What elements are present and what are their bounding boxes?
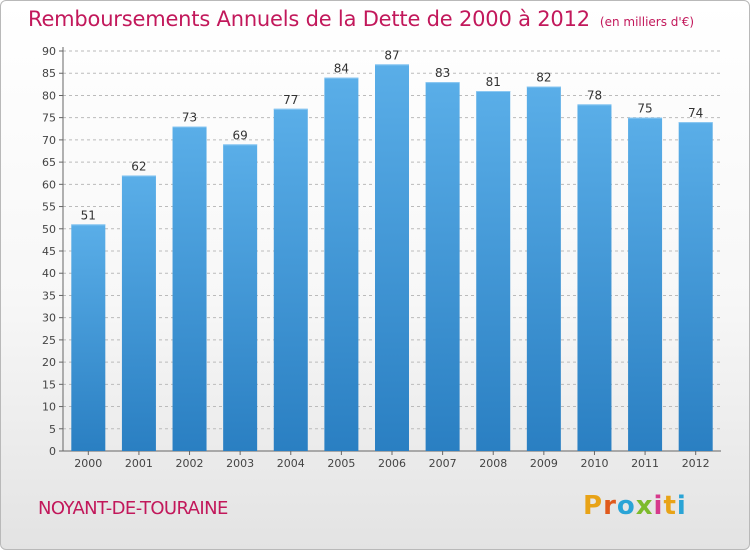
- logo-letter: o: [616, 491, 636, 521]
- logo-letter: r: [603, 491, 617, 521]
- logo-letter: i: [676, 491, 687, 521]
- x-tick-label: 2008: [479, 457, 507, 470]
- y-tick-label: 25: [42, 334, 56, 347]
- y-tick-label: 80: [42, 89, 56, 102]
- x-tick-label: 2010: [580, 457, 608, 470]
- y-tick-label: 55: [42, 201, 56, 214]
- y-tick-label: 85: [42, 67, 56, 80]
- bar-value-label: 81: [486, 75, 501, 89]
- x-tick-label: 2012: [682, 457, 710, 470]
- bar-value-label: 83: [435, 66, 450, 80]
- chart-subtitle: (en milliers d'€): [599, 15, 695, 29]
- bar-2010: [577, 104, 612, 451]
- y-tick-label: 70: [42, 134, 56, 147]
- y-tick-label: 40: [42, 267, 56, 280]
- y-tick-label: 60: [42, 178, 56, 191]
- x-tick-label: 2004: [277, 457, 305, 470]
- bar-2012: [678, 122, 713, 451]
- y-tick-label: 65: [42, 156, 56, 169]
- y-tick-label: 45: [42, 245, 56, 258]
- x-tick-label: 2006: [378, 457, 406, 470]
- bar-2000: [71, 224, 106, 451]
- bar-2004: [273, 108, 308, 452]
- bar-value-label: 77: [283, 93, 298, 107]
- bar-2008: [476, 91, 511, 451]
- bar-value-label: 73: [182, 111, 197, 125]
- bar-2011: [628, 117, 663, 452]
- bar-2001: [121, 175, 156, 451]
- y-tick-label: 5: [49, 423, 56, 436]
- logo-letter: t: [663, 491, 677, 521]
- bar-2005: [324, 77, 359, 452]
- logo-letter: x: [635, 491, 654, 521]
- proxiti-logo[interactable]: Proxiti: [583, 491, 687, 521]
- bar-value-label: 78: [587, 88, 602, 102]
- y-tick-label: 35: [42, 289, 56, 302]
- bar-2002: [172, 126, 207, 452]
- y-tick-label: 90: [42, 45, 56, 58]
- x-tick-label: 2000: [74, 457, 102, 470]
- bar-2007: [425, 82, 460, 451]
- x-tick-label: 2007: [429, 457, 457, 470]
- bar-value-label: 69: [233, 128, 248, 142]
- y-tick-label: 15: [42, 378, 56, 391]
- y-tick-label: 10: [42, 401, 56, 414]
- bar-value-label: 75: [637, 102, 652, 116]
- bar-value-label: 62: [131, 159, 146, 173]
- y-tick-label: 0: [49, 445, 56, 458]
- commune-name: NOYANT-DE-TOURAINE: [38, 498, 228, 519]
- chart-title-text: Remboursements Annuels de la Dette de 20…: [28, 7, 590, 31]
- bars: [71, 64, 713, 452]
- bar-2003: [223, 144, 258, 452]
- x-tick-label: 2009: [530, 457, 558, 470]
- logo-letter: i: [653, 491, 664, 521]
- x-tick-label: 2002: [176, 457, 204, 470]
- bar-value-label: 82: [536, 71, 551, 85]
- bar-value-label: 51: [81, 208, 96, 222]
- logo-letter: P: [583, 491, 604, 521]
- x-tick-label: 2011: [631, 457, 659, 470]
- y-tick-label: 20: [42, 356, 56, 369]
- bar-value-label: 84: [334, 62, 349, 76]
- chart-title: Remboursements Annuels de la Dette de 20…: [28, 7, 694, 31]
- bar-value-label: 74: [688, 106, 703, 120]
- x-tick-label: 2001: [125, 457, 153, 470]
- bar-value-label: 87: [384, 48, 399, 62]
- bar-2009: [526, 86, 561, 452]
- y-tick-label: 75: [42, 112, 56, 125]
- x-tick-label: 2005: [327, 457, 355, 470]
- y-tick-label: 30: [42, 312, 56, 325]
- labels: 0 5 10 15 20 25 30 35 40 45 50 55 60 65 70 75 80 85 90 51 20…: [42, 45, 710, 470]
- x-tick-label: 2003: [226, 457, 254, 470]
- y-tick-label: 50: [42, 223, 56, 236]
- bar-2006: [375, 64, 409, 452]
